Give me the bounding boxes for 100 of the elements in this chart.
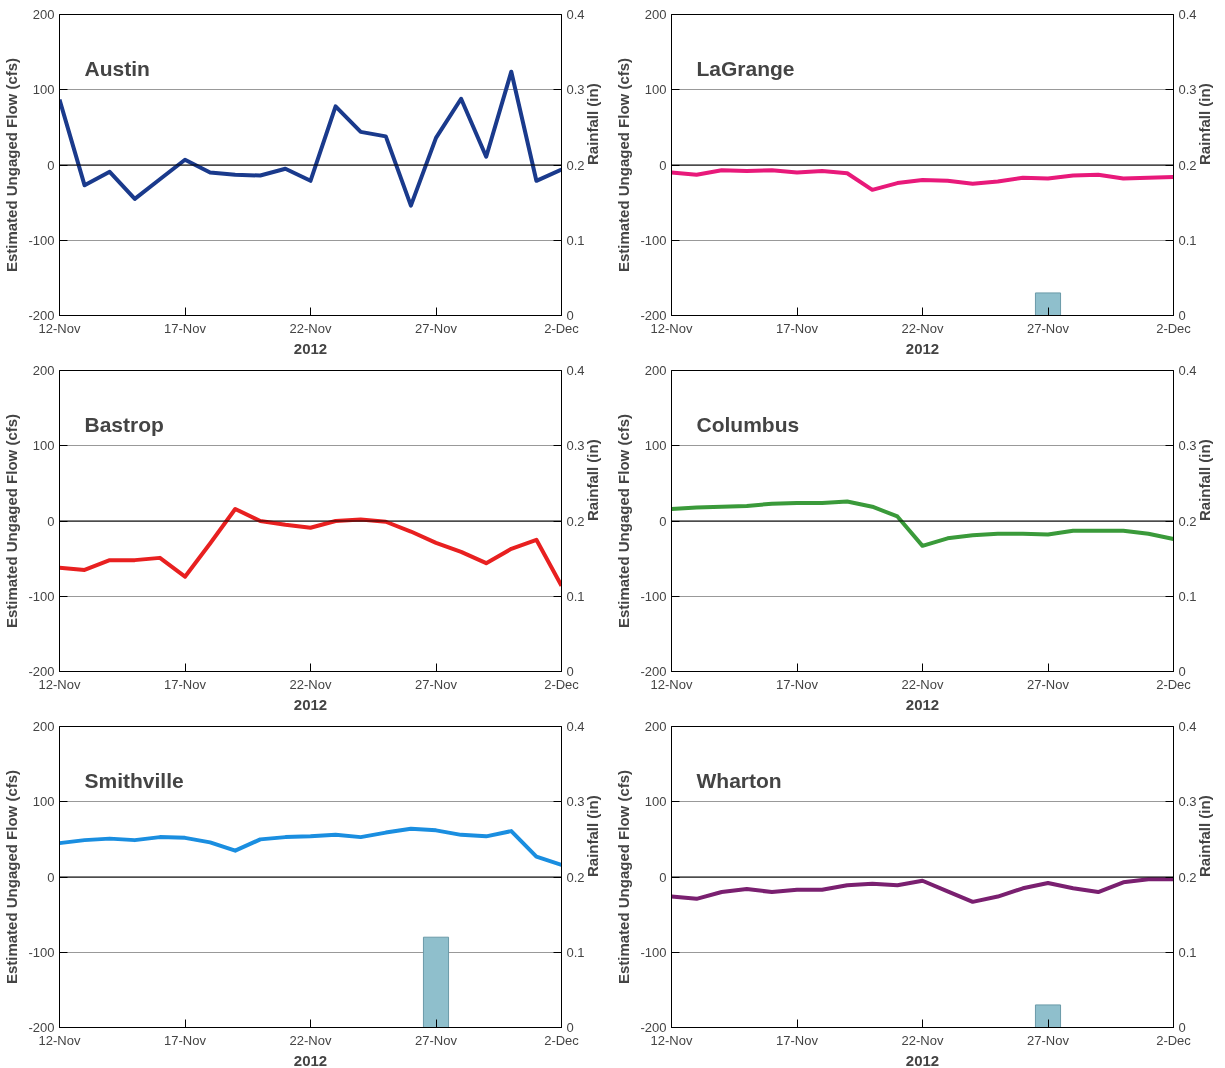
y2-tick-label: 0.2 bbox=[566, 513, 585, 529]
y-tick-label: 0 bbox=[47, 513, 55, 529]
y-axis-title: Estimated Ungaged Flow (cfs) bbox=[615, 769, 633, 985]
x-tick-label: 12-Nov bbox=[650, 320, 693, 336]
x-tick-label: 12-Nov bbox=[650, 1032, 693, 1048]
y-tick-label: 200 bbox=[32, 363, 55, 378]
y-tick-label: -100 bbox=[640, 588, 667, 604]
x-tick-label: 12-Nov bbox=[650, 676, 693, 692]
y-tick-label: 0 bbox=[659, 869, 667, 885]
y-tick-label: -100 bbox=[640, 232, 667, 248]
y2-axis-title: Rainfall (in) bbox=[1196, 795, 1214, 877]
y2-tick-label: 0 bbox=[1178, 664, 1186, 679]
x-axis-title: 2012 bbox=[905, 339, 940, 357]
y2-tick-label: 0.3 bbox=[1178, 438, 1197, 454]
x-tick-label: 17-Nov bbox=[164, 320, 207, 336]
y-axis-title: Estimated Ungaged Flow (cfs) bbox=[615, 57, 633, 273]
y2-axis-title: Rainfall (in) bbox=[584, 439, 602, 521]
y2-tick-label: 0.3 bbox=[566, 794, 585, 810]
x-tick-label: 27-Nov bbox=[415, 676, 458, 692]
y-tick-label: -200 bbox=[640, 308, 667, 323]
y2-tick-label: 0 bbox=[566, 1020, 574, 1035]
x-tick-label: 17-Nov bbox=[164, 1032, 207, 1048]
x-tick-label: 22-Nov bbox=[289, 320, 332, 336]
x-tick-label: 27-Nov bbox=[415, 320, 458, 336]
x-tick-label: 12-Nov bbox=[38, 320, 81, 336]
x-tick-label: 17-Nov bbox=[164, 676, 207, 692]
x-tick-label: 12-Nov bbox=[38, 1032, 81, 1048]
y-tick-label: 200 bbox=[644, 363, 667, 378]
text: LaGrange bbox=[696, 56, 795, 80]
y2-tick-label: 0.3 bbox=[1178, 82, 1197, 98]
x-tick-label: 2-Dec bbox=[544, 1032, 580, 1048]
y-tick-label: 200 bbox=[32, 719, 55, 734]
y-tick-label: 200 bbox=[644, 719, 667, 734]
y2-tick-label: 0.4 bbox=[566, 719, 585, 734]
y2-tick-label: 0 bbox=[566, 664, 574, 679]
x-tick-label: 22-Nov bbox=[901, 676, 944, 692]
y2-tick-label: 0.1 bbox=[566, 588, 585, 604]
text: Smithville bbox=[84, 768, 184, 792]
y2-tick-label: 0.2 bbox=[1178, 513, 1197, 529]
x-tick-label: 27-Nov bbox=[1027, 320, 1070, 336]
x-tick-label: 22-Nov bbox=[289, 1032, 332, 1048]
y2-tick-label: 0.1 bbox=[1178, 588, 1197, 604]
y2-tick-label: 0 bbox=[566, 308, 574, 323]
y-axis-title: Estimated Ungaged Flow (cfs) bbox=[3, 57, 21, 273]
x-tick-label: 2-Dec bbox=[544, 320, 580, 336]
y-tick-label: 200 bbox=[644, 7, 667, 22]
y2-tick-label: 0.4 bbox=[566, 7, 585, 22]
x-tick-label: 27-Nov bbox=[415, 1032, 458, 1048]
x-tick-label: 27-Nov bbox=[1027, 1032, 1070, 1048]
y2-tick-label: 0.2 bbox=[1178, 869, 1197, 885]
x-tick-label: 2-Dec bbox=[1156, 676, 1192, 692]
x-axis-title: 2012 bbox=[293, 695, 328, 713]
y-axis-title: Estimated Ungaged Flow (cfs) bbox=[3, 769, 21, 985]
y2-tick-label: 0.4 bbox=[1178, 363, 1197, 378]
y-tick-label: -200 bbox=[28, 1020, 55, 1035]
text: Austin bbox=[84, 56, 150, 80]
x-tick-label: 17-Nov bbox=[776, 320, 819, 336]
y2-tick-label: 0.2 bbox=[566, 869, 585, 885]
y-tick-label: -100 bbox=[28, 232, 55, 248]
y2-tick-label: 0.1 bbox=[566, 944, 585, 960]
y-tick-label: -200 bbox=[28, 308, 55, 323]
text: Columbus bbox=[696, 412, 800, 436]
y2-tick-label: 0.4 bbox=[1178, 719, 1197, 734]
y-tick-label: 100 bbox=[32, 794, 55, 810]
x-tick-label: 22-Nov bbox=[901, 1032, 944, 1048]
y-tick-label: 100 bbox=[644, 438, 667, 454]
y2-tick-label: 0.3 bbox=[566, 82, 585, 98]
y-tick-label: 200 bbox=[32, 7, 55, 22]
y-tick-label: 0 bbox=[47, 869, 55, 885]
x-tick-label: 22-Nov bbox=[901, 320, 944, 336]
y2-tick-label: 0 bbox=[1178, 1020, 1186, 1035]
y2-tick-label: 0.1 bbox=[1178, 232, 1197, 248]
y-tick-label: -100 bbox=[640, 944, 667, 960]
x-tick-label: 22-Nov bbox=[289, 676, 332, 692]
y2-axis-title: Rainfall (in) bbox=[584, 83, 602, 165]
x-tick-label: 12-Nov bbox=[38, 676, 81, 692]
y-tick-label: -100 bbox=[28, 944, 55, 960]
y2-axis-title: Rainfall (in) bbox=[584, 795, 602, 877]
y-tick-label: 0 bbox=[47, 157, 55, 173]
text: Bastrop bbox=[84, 412, 164, 436]
y-tick-label: 0 bbox=[659, 513, 667, 529]
y-tick-label: 100 bbox=[32, 438, 55, 454]
y-tick-label: 100 bbox=[644, 794, 667, 810]
y-tick-label: -100 bbox=[28, 588, 55, 604]
y-axis-title: Estimated Ungaged Flow (cfs) bbox=[3, 413, 21, 629]
x-axis-title: 2012 bbox=[905, 695, 940, 713]
x-tick-label: 17-Nov bbox=[776, 1032, 819, 1048]
y-tick-label: -200 bbox=[640, 1020, 667, 1035]
y2-tick-label: 0.4 bbox=[1178, 7, 1197, 22]
x-tick-label: 2-Dec bbox=[544, 676, 580, 692]
y2-tick-label: 0.2 bbox=[1178, 157, 1197, 173]
y2-tick-label: 0 bbox=[1178, 308, 1186, 323]
y-tick-label: -200 bbox=[640, 664, 667, 679]
y2-tick-label: 0.3 bbox=[566, 438, 585, 454]
y2-axis-title: Rainfall (in) bbox=[1196, 439, 1214, 521]
x-axis-title: 2012 bbox=[905, 1051, 940, 1068]
x-axis-title: 2012 bbox=[293, 339, 328, 357]
y-tick-label: -200 bbox=[28, 664, 55, 679]
x-tick-label: 17-Nov bbox=[776, 676, 819, 692]
x-axis-title: 2012 bbox=[293, 1051, 328, 1068]
